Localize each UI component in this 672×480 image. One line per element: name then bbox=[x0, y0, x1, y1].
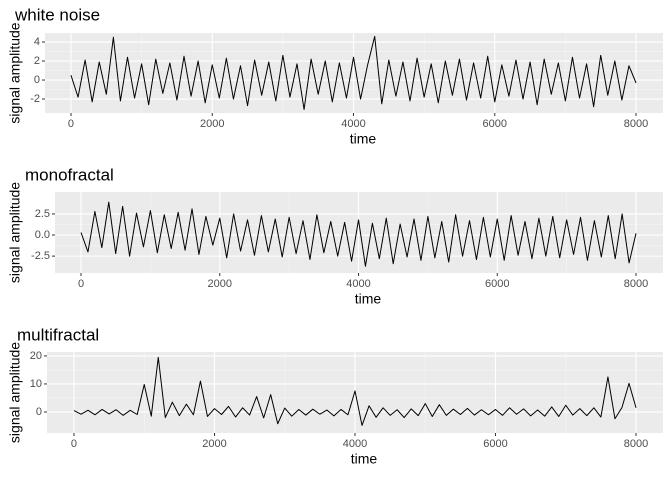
x-tick-label: 8000 bbox=[624, 278, 648, 290]
x-tick-label: 8000 bbox=[624, 118, 648, 130]
y-tick-label: -2.5 bbox=[31, 250, 50, 262]
series-line bbox=[73, 356, 637, 426]
y-tick-label: 2 bbox=[34, 55, 40, 67]
y-tick-label: 0 bbox=[34, 74, 40, 86]
y-tick-label: 10 bbox=[30, 378, 42, 390]
chart-title: monofractal bbox=[25, 165, 114, 184]
x-tick-label: 2000 bbox=[202, 438, 226, 450]
x-tick-label: 2000 bbox=[208, 278, 232, 290]
y-axis-title: signal amplitude bbox=[7, 342, 23, 443]
x-tick-label: 0 bbox=[78, 278, 84, 290]
x-axis-title: time bbox=[351, 451, 378, 467]
chart-title: white noise bbox=[14, 5, 100, 24]
x-tick-label: 0 bbox=[71, 438, 77, 450]
y-tick-label: 4 bbox=[34, 36, 40, 48]
x-tick-label: 6000 bbox=[485, 278, 509, 290]
y-axis-title: signal amplitude bbox=[7, 182, 23, 283]
x-tick-label: 4000 bbox=[341, 118, 365, 130]
y-tick-label: 0.0 bbox=[35, 229, 50, 241]
x-axis-title: time bbox=[350, 131, 377, 147]
x-tick-label: 8000 bbox=[624, 438, 648, 450]
y-tick-label: -2 bbox=[30, 93, 40, 105]
x-axis-title: time bbox=[355, 291, 382, 307]
x-tick-label: 6000 bbox=[483, 438, 507, 450]
x-tick-label: 6000 bbox=[483, 118, 507, 130]
y-tick-label: 0 bbox=[36, 406, 42, 418]
y-axis-title: signal amplitude bbox=[7, 22, 23, 123]
y-tick-label: 20 bbox=[30, 350, 42, 362]
x-tick-label: 0 bbox=[68, 118, 74, 130]
series-line bbox=[70, 35, 637, 110]
x-tick-label: 4000 bbox=[346, 278, 370, 290]
chart-title: multifractal bbox=[17, 325, 99, 344]
y-tick-label: 2.5 bbox=[35, 208, 50, 220]
x-tick-label: 2000 bbox=[200, 118, 224, 130]
series-line bbox=[80, 201, 637, 267]
x-tick-label: 4000 bbox=[343, 438, 367, 450]
